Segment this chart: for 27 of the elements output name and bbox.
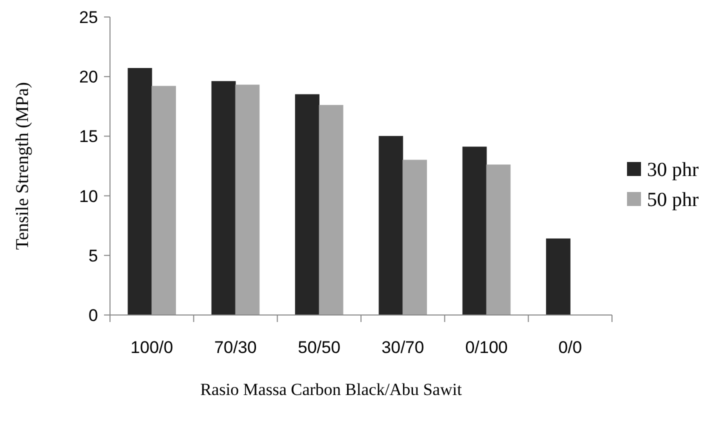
x-tick-label: 100/0	[130, 338, 174, 357]
y-tick-label: 25	[79, 8, 98, 27]
x-axis-title: Rasio Massa Carbon Black/Abu Sawit	[200, 380, 462, 399]
x-tick-label: 50/50	[298, 338, 340, 357]
bar	[402, 160, 427, 316]
x-tick-label: 70/30	[214, 338, 257, 357]
bar	[462, 146, 487, 316]
bar	[486, 164, 511, 316]
y-axis-title: Tensile Strength (MPa)	[12, 82, 32, 250]
bar	[318, 104, 344, 316]
y-tick-label: 0	[88, 306, 98, 325]
x-tick-label: 30/70	[382, 338, 424, 357]
legend-label: 50 phr	[647, 189, 699, 211]
bar	[128, 68, 152, 316]
y-tick-label: 10	[79, 186, 98, 206]
bar	[235, 84, 260, 316]
y-tick-label: 15	[79, 127, 98, 146]
bar	[211, 81, 236, 316]
legend-label: 30 phr	[647, 159, 699, 181]
y-tick-label: 20	[79, 68, 98, 87]
x-tick-label: 0/100	[465, 338, 508, 357]
x-tick-label: 0/0	[558, 338, 582, 357]
y-tick-label: 5	[88, 246, 98, 266]
bar	[546, 238, 570, 316]
bar	[378, 136, 404, 316]
bar	[152, 86, 176, 316]
bar	[295, 94, 320, 316]
